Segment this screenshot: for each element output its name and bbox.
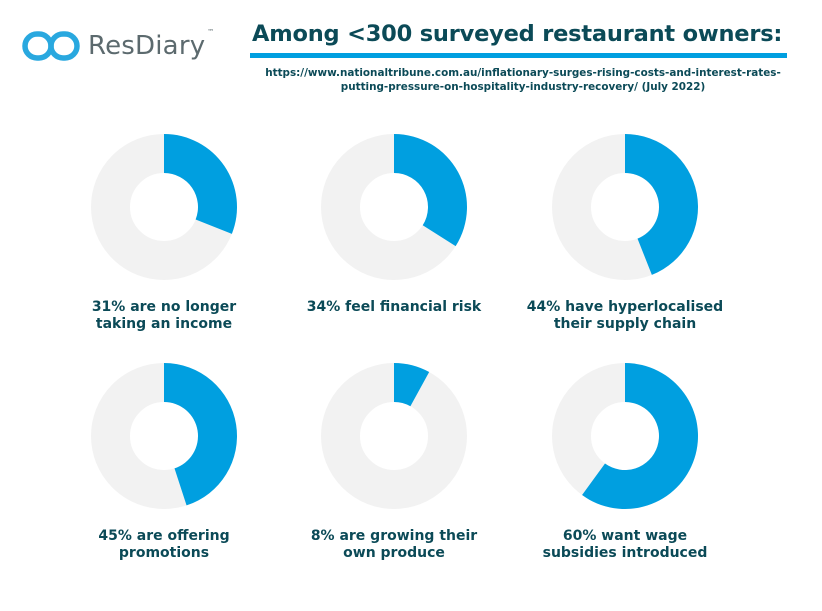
stat-label-5: 8% are growing their own produce [279,528,509,562]
trademark-symbol: ™ [207,28,215,36]
stat-label-6: 60% want wage subsidies introduced [510,528,740,562]
stat-label-1: 31% are no longer taking an income [49,299,279,333]
stat-label-2: 34% feel financial risk [279,299,509,316]
stat-label-1-line-1: 31% are no longer [91,299,237,315]
resdiary-logo: ResDiary ™ [22,26,214,66]
donut-chart-3 [552,134,698,280]
stat-label-1-line-2: taking an income [95,316,233,332]
infinity-logo-icon [22,31,80,61]
source-line-1: https://www.nationaltribune.com.au/infla… [265,67,781,79]
stat-label-3: 44% have hyperlocalised their supply cha… [510,299,740,333]
donut-chart-5 [321,363,467,509]
donut-chart-2 [321,134,467,280]
title-underline [250,53,787,58]
stat-label-4: 45% are offering promotions [49,528,279,562]
donut-value-slice [394,363,430,407]
source-line-2: putting-pressure-on-hospitality-industry… [340,81,706,93]
donut-value-slice [625,134,698,275]
donut-value-slice [394,134,467,247]
stat-label-5-line-2: own produce [343,545,445,561]
brand-name-text: ResDiary [88,31,206,61]
stat-label-4-line-1: 45% are offering [98,528,230,544]
source-citation: https://www.nationaltribune.com.au/infla… [244,66,802,94]
donut-chart-6 [552,363,698,509]
donut-value-slice [164,363,237,506]
stat-label-2-line-1: 34% feel financial risk [306,299,482,315]
stat-label-6-line-1: 60% want wage [562,528,688,544]
stat-label-4-line-2: promotions [118,545,210,561]
donut-value-slice [582,363,698,509]
brand-name: ResDiary ™ [88,28,214,61]
donut-value-slice [164,134,237,234]
page-title: Among <300 surveyed restaurant owners: [252,21,783,47]
donut-chart-1 [91,134,237,280]
stat-label-6-line-2: subsidies introduced [542,545,708,561]
stat-label-5-line-1: 8% are growing their [310,528,478,544]
donut-chart-4 [91,363,237,509]
stat-label-3-line-1: 44% have hyperlocalised [526,299,724,315]
stat-label-3-line-2: their supply chain [553,316,697,332]
